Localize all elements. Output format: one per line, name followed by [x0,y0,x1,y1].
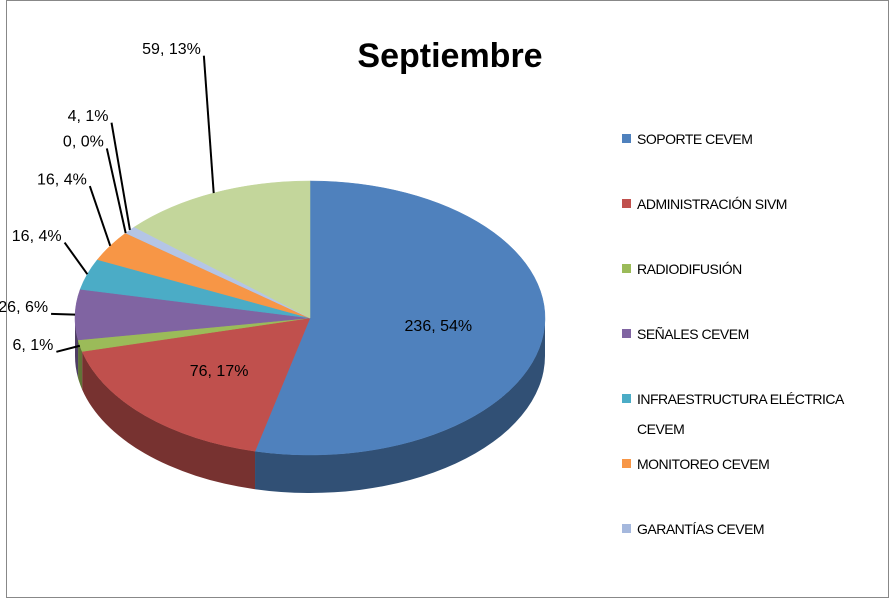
slice [254,180,546,456]
legend-label: SEÑALES CEVEM [637,326,749,342]
chart-title: Septiembre [357,37,542,75]
legend-swatch [622,264,631,273]
legend-label: INFRAESTRUCTURA ELÉCTRICA CEVEM [637,391,844,437]
data-label: 4, 1% [68,108,109,125]
data-label: 76, 17% [190,363,249,380]
leader-line [110,122,131,231]
data-label: 16, 4% [12,228,62,245]
legend-swatch [622,329,631,338]
data-label: 0, 0% [63,134,104,151]
data-label: 6, 1% [12,337,53,354]
slice-side [82,351,256,490]
legend-label: ADMINISTRACIÓN SIVM [637,196,787,212]
leader-line [105,148,127,234]
legend-swatch [622,524,631,533]
legend-item: INFRAESTRUCTURA ELÉCTRICA CEVEM [622,384,882,449]
legend-item: SOPORTE CEVEM [622,124,882,189]
legend: SOPORTE CEVEM ADMINISTRACIÓN SIVM RADIODIF… [622,124,882,579]
data-label: 16, 4% [37,171,87,188]
legend-item: RADIODIFUSIÓN [622,254,882,319]
data-label: 236, 54% [405,318,473,335]
leader-line [88,185,112,247]
legend-swatch [622,459,631,468]
legend-label: MONITOREO CEVEM [637,456,770,472]
legend-swatch [622,134,631,143]
data-label: 59, 13% [142,41,201,58]
legend-label: SOPORTE CEVEM [637,131,753,147]
legend-label: RADIODIFUSIÓN [637,261,742,277]
legend-item: ADMINISTRACIÓN SIVM [622,189,882,254]
leader-line [51,312,76,316]
legend-swatch [622,394,631,403]
data-label: 26, 6% [0,299,48,316]
slice-side [75,318,79,378]
leader-line [63,241,89,275]
legend-swatch [622,199,631,208]
leader-line [56,344,81,353]
leader-line [202,55,215,194]
slice-side [78,339,83,390]
legend-item: GARANTÍAS CEVEM [622,514,882,579]
slice [81,317,311,452]
legend-label: GARANTÍAS CEVEM [637,521,765,537]
legend-item: SEÑALES CEVEM [622,319,882,384]
slice-side [255,318,545,494]
legend-item: MONITOREO CEVEM [622,449,882,514]
